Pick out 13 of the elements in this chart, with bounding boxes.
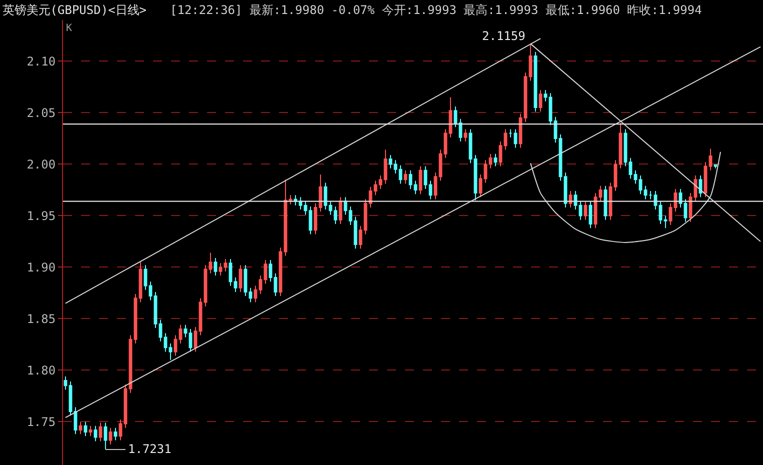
y-tick-label: 1.90 [26,260,56,274]
y-tick-label: 1.75 [26,414,56,429]
y-tick-label: 2.10 [26,54,56,68]
annotation: 2.1159 [482,29,526,43]
annotation: K [66,23,72,34]
y-tick-label: 1.80 [26,363,56,378]
chart-subtitle: [12:22:36] 最新:1.9980 -0.07% 今开:1.9993 最高:1.9993 最低:1.9960 昨收:1.9994 [170,3,702,17]
y-tick-label: 1.95 [26,208,56,223]
chart-title: 英镑美元(GBPUSD)<日线> [2,3,147,18]
y-tick-label: 1.85 [26,312,56,326]
annotation: 1.7231 [128,442,172,456]
y-tick-label: 2.00 [26,157,56,172]
y-tick-label: 2.05 [26,106,56,120]
